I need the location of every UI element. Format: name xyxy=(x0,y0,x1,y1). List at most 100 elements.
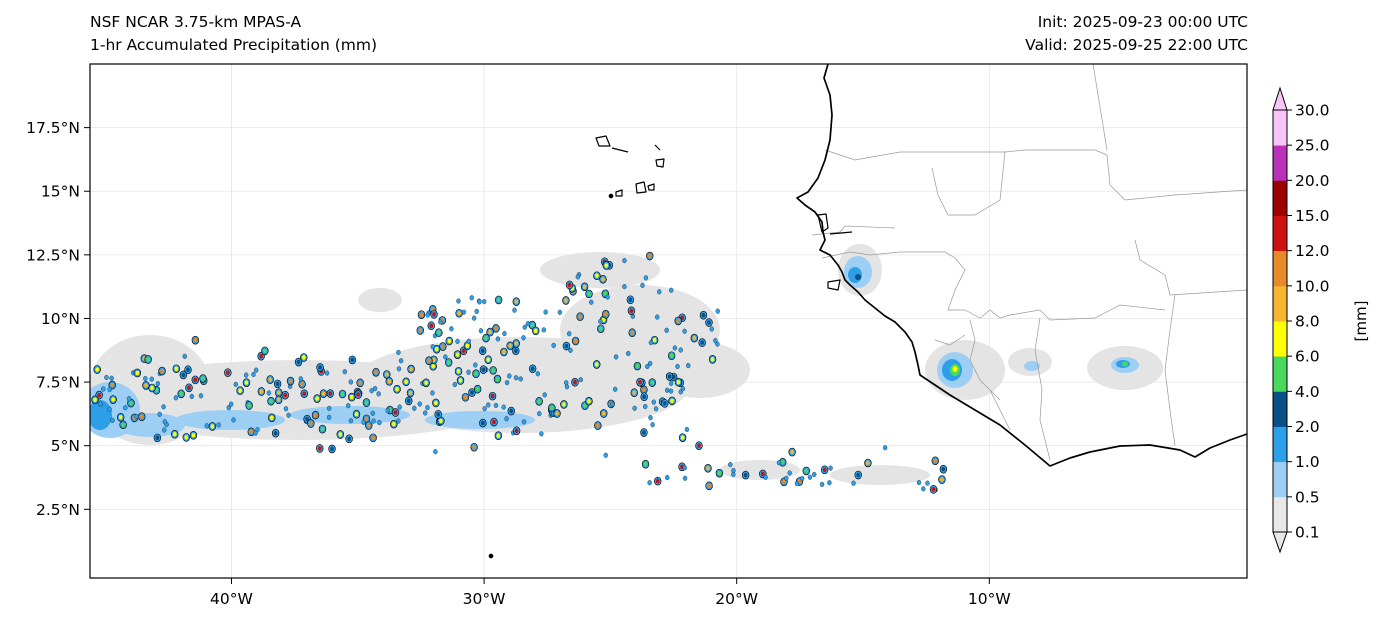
precip-cell xyxy=(449,326,454,332)
precip-cell xyxy=(682,328,687,334)
precip-cell xyxy=(438,319,443,325)
precip-cell xyxy=(794,481,800,487)
precip-cell xyxy=(101,386,106,392)
precip-cell xyxy=(185,383,193,393)
precip-cell xyxy=(286,376,295,386)
colorbar-tick-label: 8.0 xyxy=(1295,313,1320,331)
precip-cell xyxy=(486,327,494,337)
precip-cell xyxy=(931,456,939,466)
precip-cell xyxy=(298,379,306,389)
precip-cell xyxy=(300,353,308,362)
precip-cell xyxy=(109,375,114,381)
precip-cell xyxy=(116,413,125,422)
precip-cell xyxy=(741,470,750,480)
precip-cell xyxy=(646,251,654,261)
precip-cell xyxy=(456,376,465,385)
precip-cell xyxy=(430,344,435,350)
precip-cell xyxy=(422,378,430,388)
precip-cell xyxy=(412,405,417,411)
precip-cell xyxy=(828,465,833,471)
precip-cell xyxy=(199,374,207,383)
lon-tick-label: 10°W xyxy=(968,590,1011,608)
precip-cell xyxy=(369,388,374,394)
colorbar-tick-label: 30.0 xyxy=(1295,102,1330,120)
precip-cell xyxy=(396,418,401,424)
precip-cell xyxy=(605,294,610,300)
colorbar-tick-label: 2.0 xyxy=(1295,418,1320,436)
lat-tick-label: 10°N xyxy=(41,310,80,328)
precip-cell xyxy=(568,347,573,353)
precip-cell xyxy=(489,366,497,375)
precip-cell xyxy=(929,485,938,494)
precip-cell xyxy=(578,377,583,383)
precip-cell xyxy=(622,258,627,264)
precip-cell xyxy=(603,452,608,458)
precip-cell xyxy=(391,408,400,417)
colorbar-bin xyxy=(1273,180,1287,216)
precip-cell xyxy=(316,363,324,372)
precip-cell xyxy=(628,328,636,338)
precip-cell xyxy=(728,462,733,468)
precip-cell xyxy=(133,368,142,378)
latitude-ticks: 2.5°N 5°N 7.5°N 10°N 12.5°N 15°N 17.5°N xyxy=(26,119,90,519)
precip-cell xyxy=(560,400,568,409)
precip-cell xyxy=(512,297,520,306)
precip-cell xyxy=(674,316,682,326)
precip-cell xyxy=(713,338,718,344)
precip-cell xyxy=(674,377,683,387)
precip-cell xyxy=(466,369,471,375)
precip-cell xyxy=(425,356,433,366)
precip-cell xyxy=(435,328,443,337)
precip-cell xyxy=(571,377,579,387)
lat-tick-label: 7.5°N xyxy=(36,374,80,392)
precip-cell xyxy=(216,422,221,428)
precip-cell xyxy=(184,365,192,375)
precip-cell xyxy=(610,401,615,407)
precip-cell xyxy=(708,355,717,364)
precip-cell xyxy=(654,476,662,486)
precip-cell xyxy=(580,282,589,292)
colorbar-tick-label: 6.0 xyxy=(1295,348,1320,366)
precip-cell xyxy=(189,393,195,399)
precip-cell xyxy=(393,384,401,394)
precip-cell xyxy=(493,374,502,384)
precip-cell xyxy=(502,331,507,337)
precip-cell xyxy=(443,354,448,360)
precip-cell xyxy=(479,418,487,428)
precip-cell xyxy=(470,442,478,452)
precip-cell xyxy=(472,369,480,379)
precip-cell xyxy=(541,327,546,333)
precip-cell xyxy=(348,418,354,424)
precip-cell xyxy=(800,475,805,482)
precip-cell xyxy=(493,402,499,408)
colorbar-bin xyxy=(1273,356,1287,392)
precip-cell xyxy=(501,404,506,410)
lon-tick-label: 30°W xyxy=(463,590,506,608)
precip-cell xyxy=(600,409,608,418)
precip-cell xyxy=(271,428,280,438)
precip-cell xyxy=(492,324,500,333)
precip-cell xyxy=(575,274,581,280)
precip-cell xyxy=(626,295,635,305)
precip-cell xyxy=(281,390,289,400)
precip-cell xyxy=(479,365,488,374)
precip-cell xyxy=(807,474,813,480)
precip-cell xyxy=(665,372,674,381)
precip-cell xyxy=(231,417,236,423)
precip-cell xyxy=(482,406,487,412)
precip-cell xyxy=(535,397,543,406)
precip-cell xyxy=(177,389,185,399)
precip-cell xyxy=(433,449,438,455)
precip-cell xyxy=(300,389,308,398)
precip-cell xyxy=(484,355,492,365)
precip-cell xyxy=(776,460,782,466)
precip-cell xyxy=(204,423,210,429)
precip-cell xyxy=(324,370,330,376)
colorbar-extend-min xyxy=(1272,531,1288,554)
precip-cell xyxy=(682,475,688,481)
precip-cell xyxy=(267,396,275,406)
precip-cell xyxy=(675,363,680,370)
precip-cell xyxy=(123,405,128,411)
precip-cell xyxy=(108,380,116,390)
precip-cell xyxy=(432,344,441,354)
